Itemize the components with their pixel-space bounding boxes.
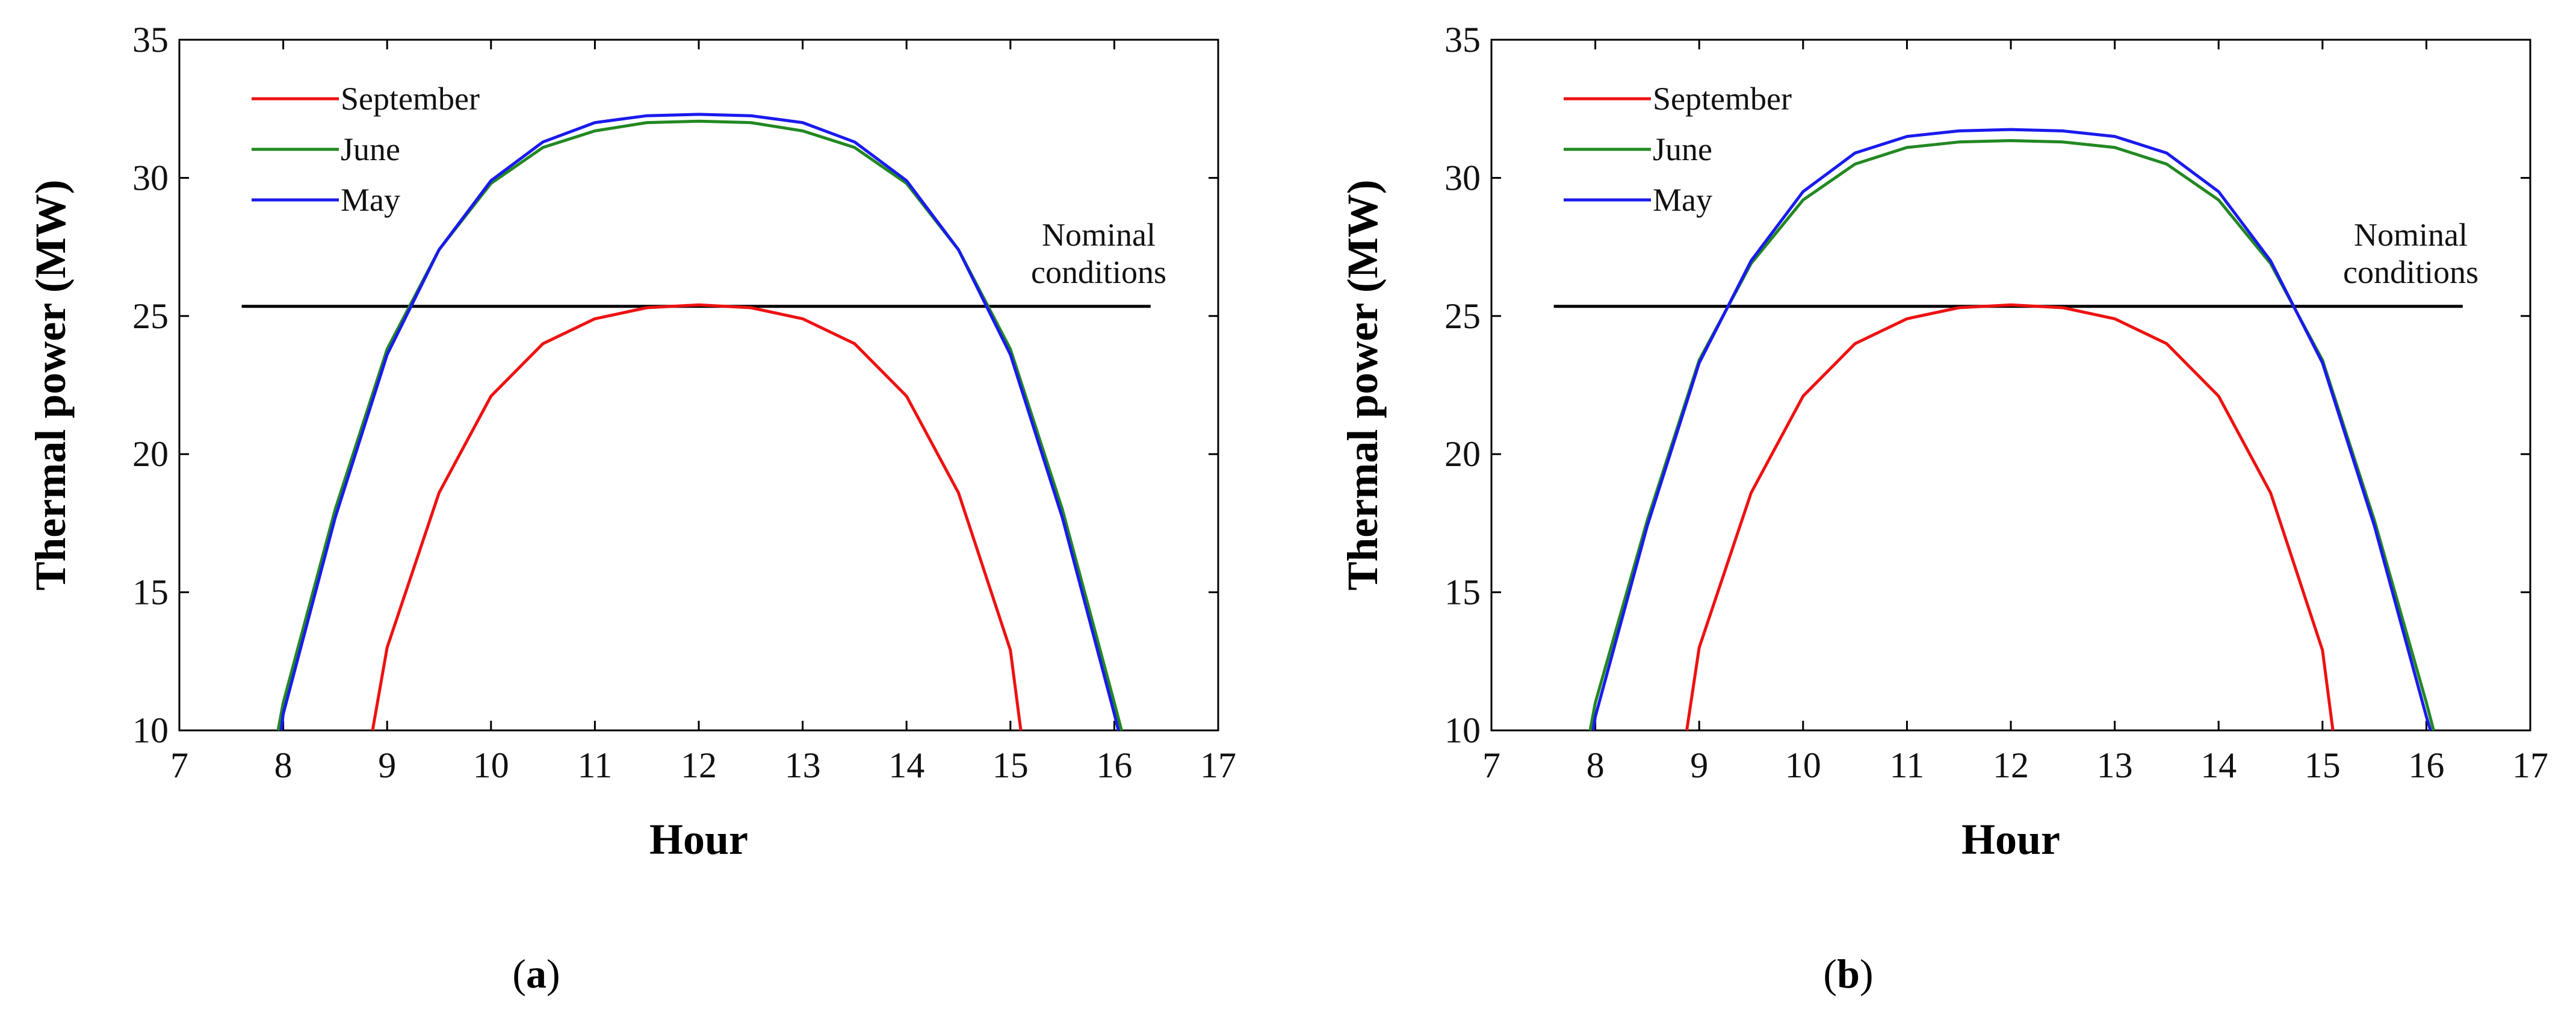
x-tick-label: 7	[1482, 745, 1500, 785]
legend-label: June	[1653, 131, 1712, 167]
series-line-september	[371, 303, 1023, 731]
y-tick-label: 25	[132, 296, 169, 336]
y-tick-label: 30	[1444, 158, 1481, 198]
x-tick-label: 17	[1200, 745, 1236, 785]
series-line-june	[276, 119, 1123, 731]
x-tick-label: 12	[1993, 745, 2029, 785]
panel-label: (a)	[512, 951, 560, 997]
legend-label: September	[341, 81, 480, 117]
series-line-september	[1685, 303, 2335, 731]
y-axis-label: Thermal power (MW)	[26, 179, 75, 591]
x-tick-label: 10	[473, 745, 509, 785]
x-axis-label: Hour	[649, 815, 748, 863]
series-line-may	[279, 113, 1120, 731]
y-tick-label: 10	[132, 711, 169, 750]
x-axis-label: Hour	[1961, 815, 2060, 863]
legend-label: September	[1653, 81, 1792, 117]
y-tick-label: 20	[1444, 434, 1481, 474]
x-tick-label: 13	[785, 745, 821, 785]
y-tick-label: 20	[132, 434, 169, 474]
x-tick-label: 16	[1096, 745, 1132, 785]
chart-a: 7 8 9 10 11 12 13 14 15 16 17 10 15 20 25 30 35 Hour Therm…	[26, 20, 1236, 997]
y-tick-label: 15	[132, 573, 169, 612]
x-tick-label: 17	[2512, 745, 2548, 785]
x-tick-label: 13	[2097, 745, 2133, 785]
x-tick-label: 16	[2408, 745, 2444, 785]
nominal-annotation: conditions	[1031, 254, 1166, 290]
x-tick-label: 8	[274, 745, 293, 785]
series-line-may	[1591, 128, 2432, 731]
y-tick-label: 35	[132, 20, 169, 60]
series-line-june	[1588, 139, 2435, 731]
y-axis-label: Thermal power (MW)	[1339, 179, 1387, 591]
nominal-annotation: Nominal	[2354, 217, 2468, 253]
x-tick-label: 10	[1785, 745, 1821, 785]
x-tick-label: 11	[1890, 745, 1925, 785]
y-tick-label: 10	[1444, 711, 1481, 750]
legend-label: May	[1653, 182, 1712, 218]
y-tick-label: 25	[1444, 296, 1481, 336]
x-tick-label: 12	[681, 745, 717, 785]
x-tick-label: 9	[1690, 745, 1708, 785]
panel-letter: a	[526, 951, 546, 997]
panel-letter: b	[1837, 951, 1860, 997]
plot-frame	[1490, 39, 2531, 732]
chart-b: 7 8 9 10 11 12 13 14 15 16 17 10 15 20 25 30 35 Hour Therm…	[1339, 20, 2548, 997]
plot-frame	[178, 39, 1219, 732]
y-tick-label: 35	[1444, 20, 1481, 60]
legend-label: June	[341, 131, 400, 167]
y-tick-label: 30	[132, 158, 169, 198]
panel-label: (b)	[1823, 951, 1873, 997]
x-tick-label: 14	[888, 745, 924, 785]
x-tick-label: 14	[2200, 745, 2237, 785]
x-tick-label: 7	[170, 745, 188, 785]
x-tick-label: 15	[2305, 745, 2341, 785]
x-tick-label: 9	[378, 745, 396, 785]
x-tick-label: 8	[1587, 745, 1605, 785]
y-tick-label: 15	[1444, 573, 1481, 612]
x-tick-label: 15	[992, 745, 1029, 785]
nominal-annotation: Nominal	[1042, 217, 1156, 253]
nominal-annotation: conditions	[2343, 254, 2478, 290]
x-tick-label: 11	[578, 745, 613, 785]
legend-label: May	[341, 182, 400, 218]
